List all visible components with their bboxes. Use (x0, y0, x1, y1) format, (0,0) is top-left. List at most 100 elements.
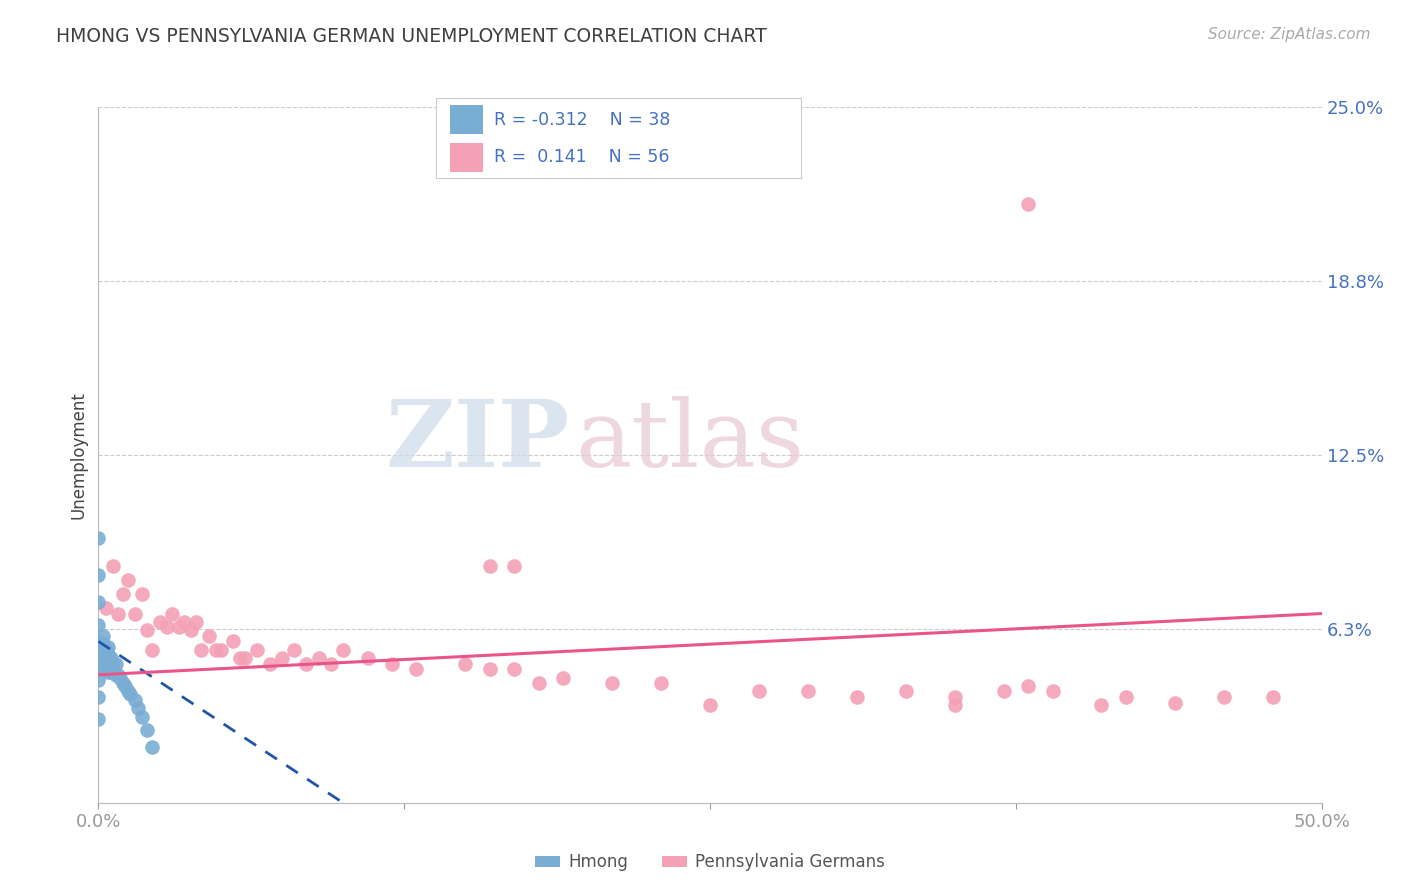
Point (117, 573, 139, 587)
Text: R = -0.312    N = 38: R = -0.312 N = 38 (495, 111, 671, 128)
Point (454, 657, 477, 671)
Point (141, 642, 163, 657)
Point (1017, 197, 1039, 211)
Point (87, 532, 110, 546)
Point (87, 595, 110, 609)
Point (87, 634, 110, 648)
Point (894, 684, 917, 698)
Point (259, 657, 281, 671)
Point (104, 657, 127, 671)
Point (943, 698, 966, 713)
Point (283, 642, 305, 657)
Point (97, 665, 120, 679)
Point (553, 671, 575, 685)
Point (205, 642, 228, 657)
Point (120, 687, 142, 701)
Point (160, 607, 183, 621)
Point (149, 615, 172, 629)
Point (87, 567, 110, 582)
Point (156, 620, 179, 634)
Point (797, 684, 820, 698)
Point (1115, 690, 1137, 704)
Point (1212, 690, 1234, 704)
Point (600, 676, 623, 690)
Point (993, 684, 1015, 698)
Point (222, 634, 245, 648)
Point (110, 671, 132, 685)
Point (124, 693, 146, 707)
Point (943, 690, 966, 704)
Point (101, 657, 124, 671)
Point (1017, 679, 1039, 693)
Text: Source: ZipAtlas.com: Source: ZipAtlas.com (1208, 27, 1371, 42)
Point (650, 676, 672, 690)
Point (478, 662, 501, 676)
Point (117, 684, 139, 698)
Point (186, 615, 208, 629)
Point (97, 648, 120, 663)
Point (104, 667, 127, 681)
Point (197, 629, 219, 643)
Point (100, 657, 122, 671)
Point (94, 601, 117, 615)
Point (87, 673, 110, 688)
Point (332, 642, 354, 657)
Point (94, 662, 117, 676)
Point (190, 642, 212, 657)
Text: HMONG VS PENNSYLVANIA GERMAN UNEMPLOYMENT CORRELATION CHART: HMONG VS PENNSYLVANIA GERMAN UNEMPLOYMEN… (56, 27, 768, 45)
Point (111, 676, 134, 690)
Point (167, 620, 190, 634)
Point (87, 648, 110, 663)
Point (478, 559, 501, 574)
Point (91, 648, 114, 663)
Text: atlas: atlas (575, 396, 804, 486)
Point (87, 617, 110, 632)
Point (141, 740, 163, 755)
Text: ZIP: ZIP (385, 396, 569, 486)
Y-axis label: Unemployment: Unemployment (69, 391, 87, 519)
Point (229, 651, 252, 665)
Point (94, 642, 117, 657)
Point (87, 659, 110, 673)
Point (209, 642, 232, 657)
Point (111, 587, 134, 601)
Point (91, 637, 114, 651)
Point (107, 667, 129, 681)
Point (319, 657, 342, 671)
Point (527, 676, 550, 690)
Point (131, 709, 153, 723)
Point (136, 624, 159, 638)
Point (295, 657, 318, 671)
Point (101, 665, 124, 679)
Point (1164, 696, 1187, 710)
Point (270, 651, 294, 665)
Legend: Hmong, Pennsylvania Germans: Hmong, Pennsylvania Germans (529, 847, 891, 878)
Point (131, 587, 153, 601)
Point (845, 690, 868, 704)
Point (100, 651, 122, 665)
Point (94, 651, 117, 665)
Point (1090, 698, 1112, 713)
Bar (450, 143, 484, 172)
Point (503, 559, 526, 574)
Point (97, 640, 120, 654)
Point (699, 698, 721, 713)
Point (101, 559, 124, 574)
Point (180, 624, 202, 638)
Point (87, 690, 110, 704)
Point (1261, 690, 1284, 704)
Text: R =  0.141    N = 56: R = 0.141 N = 56 (495, 148, 669, 166)
Point (405, 662, 427, 676)
Point (91, 629, 114, 643)
Point (246, 642, 269, 657)
Point (87, 712, 110, 726)
Point (100, 665, 122, 679)
Point (1042, 684, 1064, 698)
Point (308, 651, 330, 665)
Point (91, 662, 114, 676)
Point (503, 662, 526, 676)
Point (107, 607, 129, 621)
Point (136, 723, 159, 738)
Bar (450, 105, 484, 134)
Point (173, 615, 195, 629)
